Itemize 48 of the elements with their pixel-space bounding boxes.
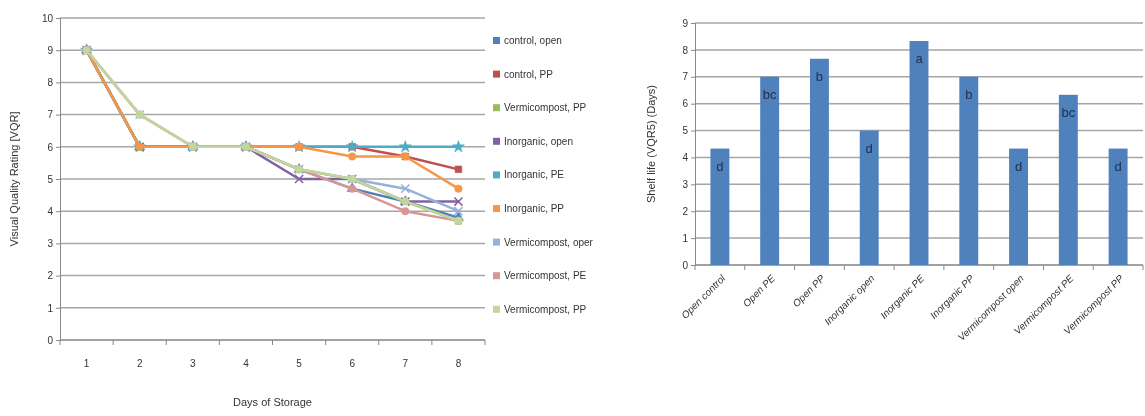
y-tick-label: 8	[682, 44, 689, 56]
y-tick-label: 0	[682, 259, 689, 271]
y-tick-label: 3	[47, 238, 54, 250]
y-tick-label: 0	[47, 334, 54, 346]
y-tick-label: 6	[47, 141, 54, 153]
y-tick-label: 2	[682, 205, 689, 217]
y-axis-title: Visual Quality Rating [VQR]	[8, 111, 20, 247]
y-tick-label: 9	[682, 17, 689, 29]
y-tick-label: 5	[47, 173, 54, 185]
data-label: b	[965, 86, 973, 102]
data-label: d	[1114, 158, 1122, 174]
data-label: d	[716, 158, 724, 174]
x-tick-label: 6	[349, 358, 356, 369]
x-tick-label: 3	[190, 358, 197, 369]
y-tick-label: 8	[47, 77, 54, 89]
x-tick-label: 7	[402, 358, 409, 369]
y-tick-label: 4	[47, 205, 54, 217]
legend-label: Inorganic, open	[504, 135, 573, 147]
legend-label: Inorganic, PE	[504, 169, 565, 181]
x-tick-label: 4	[243, 358, 250, 369]
legend-label: Inorganic, PP	[504, 203, 565, 214]
y-tick-label: 9	[47, 44, 54, 56]
legend-label: Vermicompost, PE	[504, 270, 587, 282]
x-tick-label: 2	[136, 358, 143, 369]
data-label: b	[815, 68, 824, 84]
x-tick-label: 1	[83, 358, 90, 369]
x-tick-label: 5	[296, 358, 303, 369]
data-label: bc	[1061, 104, 1076, 120]
data-label: d	[865, 140, 873, 156]
y-tick-label: 7	[682, 71, 689, 83]
data-label: d	[1014, 158, 1023, 174]
legend-label: control, PP	[504, 68, 554, 80]
y-axis-title: Shelf life (VQR5) (Days)	[645, 85, 657, 203]
data-label: a	[915, 51, 924, 67]
legend-label: control, open	[504, 35, 562, 46]
data-label: bc	[762, 86, 778, 102]
y-tick-label: 6	[682, 98, 689, 110]
legend-label: Vermicompost, PP	[504, 303, 587, 315]
y-tick-label: 5	[682, 125, 689, 137]
y-tick-label: 1	[682, 232, 689, 244]
y-tick-label: 10	[41, 12, 54, 24]
y-tick-label: 4	[682, 152, 689, 164]
legend-label: Vermicompost, PP	[504, 102, 587, 114]
y-tick-label: 3	[682, 179, 689, 191]
x-axis-title: Days of Storage	[233, 396, 312, 408]
legend-label: Vermicompost, oper	[504, 236, 594, 248]
y-tick-label: 7	[47, 109, 54, 121]
x-tick-label: 8	[455, 358, 462, 369]
